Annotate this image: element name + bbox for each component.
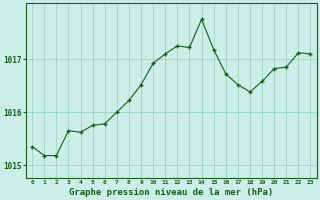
X-axis label: Graphe pression niveau de la mer (hPa): Graphe pression niveau de la mer (hPa) — [69, 188, 274, 197]
